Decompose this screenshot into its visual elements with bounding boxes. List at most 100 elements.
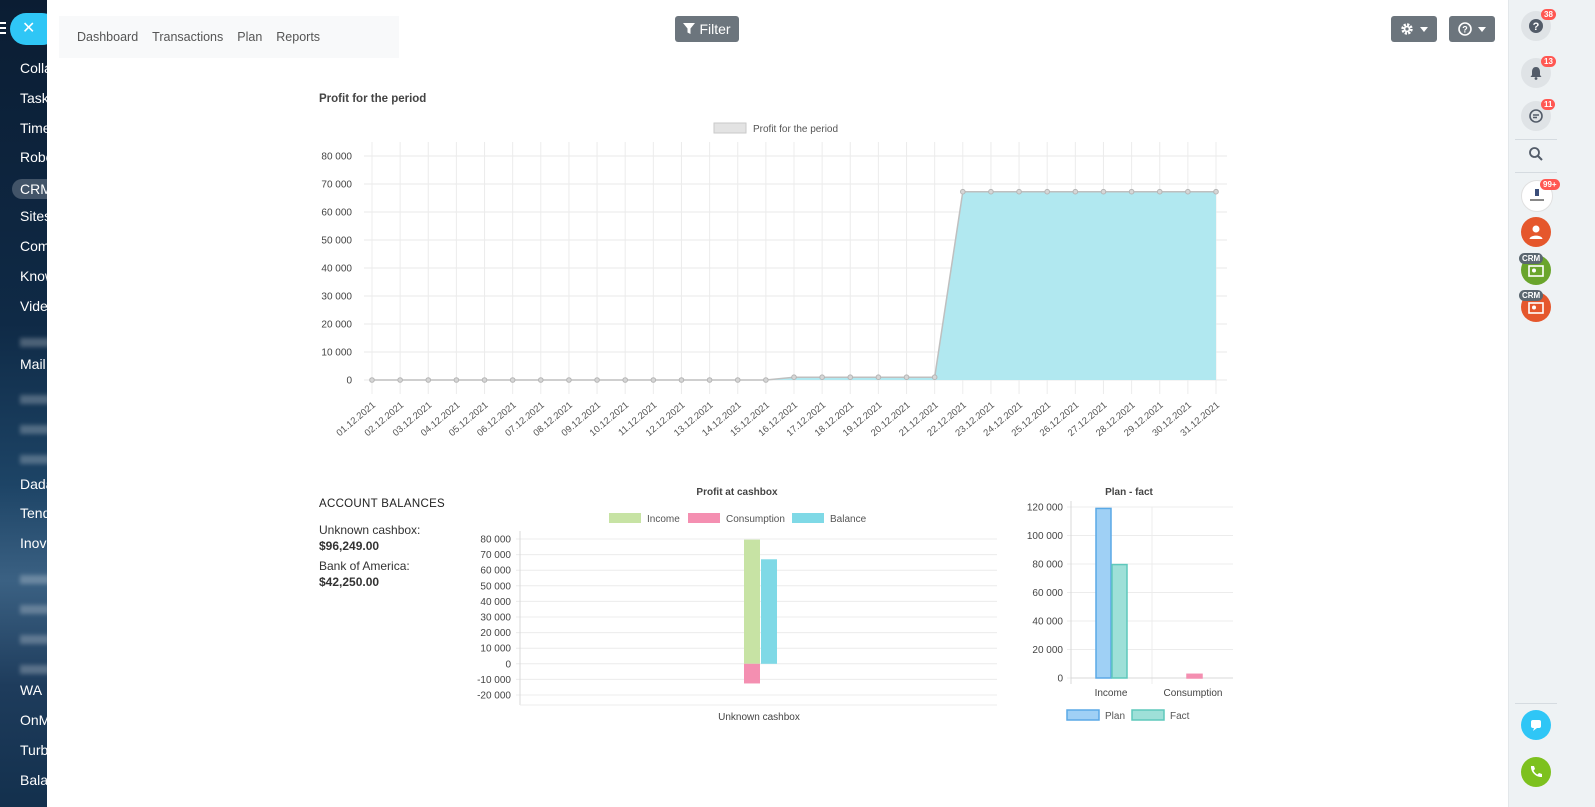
user-avatar[interactable] [1521,217,1551,247]
tab-plan[interactable]: Plan [237,30,263,44]
contact-card-icon [1528,302,1544,314]
x-tick-label: 14.12.2021 [700,400,743,439]
data-point [791,374,797,381]
x-tick-label: 04.12.2021 [419,400,462,439]
question-circle-icon: ? [1458,22,1472,36]
data-point [650,377,657,383]
y-tick-label: -10 000 [477,675,511,686]
sidebar-item[interactable]: Robo [20,149,47,165]
logo-icon [1530,189,1544,201]
x-tick-label: 27.12.2021 [1066,400,1109,439]
legend-swatch [1131,709,1165,721]
top-tabs: Dashboard Transactions Plan Reports [59,16,399,58]
sidebar-item[interactable]: Colla [20,60,47,76]
sidebar-item[interactable]: CRM [12,179,47,199]
sidebar-item[interactable]: Vide [20,298,47,314]
data-point [678,377,685,383]
profit-section-title: Profit for the period [319,93,427,105]
x-tick-label: 20.12.2021 [869,400,912,439]
x-tick-label: 03.12.2021 [391,400,434,439]
y-tick-label: 60 000 [321,208,352,219]
data-point [1072,188,1079,195]
filter-label: Filter [699,21,731,37]
data-point [538,377,544,383]
legend-swatch [1066,709,1100,721]
x-tick-label: 24.12.2021 [982,400,1025,439]
account-value: $96,249.00 [319,539,380,553]
sidebar-item[interactable]: Time [20,120,47,136]
sidebar-item[interactable]: Tend [20,505,47,521]
legend-swatch [792,513,824,523]
chats-button[interactable]: 11 [1521,99,1556,131]
y-tick-label: 10 000 [480,644,511,655]
bar-consumption [744,663,760,684]
sidebar-item[interactable]: WA [20,682,43,698]
sidebar-item[interactable]: Dada [20,476,47,492]
sidebar-item[interactable]: Turb [20,742,47,758]
area-fill [372,191,1216,380]
sidebar-item[interactable]: Sites [20,208,47,224]
chart-title: Profit at cashbox [696,487,778,498]
sidebar-item[interactable]: Com [20,238,47,254]
sidebar-item[interactable]: Bala [20,772,47,788]
tab-dashboard[interactable]: Dashboard [77,30,139,44]
phone-icon [1530,766,1542,778]
notifications-button[interactable]: 13 [1521,56,1556,88]
x-tick-label: 16.12.2021 [756,400,799,439]
open-lines-button[interactable] [1521,710,1551,740]
help-badge: 38 [1541,9,1556,20]
data-point [931,374,938,381]
bar-fact [1186,673,1203,679]
data-point [960,188,966,195]
x-tick-label: 28.12.2021 [1094,400,1137,439]
crm-company-button[interactable]: CRM [1519,290,1551,322]
x-tick-label: 15.12.2021 [728,400,771,439]
tab-reports[interactable]: Reports [276,30,321,44]
sidebar-item[interactable]: OnM [20,712,47,728]
y-tick-label: 0 [505,659,511,670]
close-menu-button[interactable]: ✕ [10,13,47,45]
data-point [903,374,910,381]
data-point [1156,188,1163,195]
x-tick-label: 31.12.2021 [1178,400,1221,439]
right-sidebar: ? 38 13 11 99+ CRM CRM [1508,0,1595,807]
data-point [425,377,432,383]
svg-text:?: ? [1462,25,1468,35]
data-point [1044,188,1051,195]
y-tick-label: 100 000 [1027,531,1064,542]
help-button[interactable]: ? [1449,16,1495,42]
svg-text:?: ? [1533,21,1540,33]
sidebar-item[interactable]: Inov [20,535,47,551]
filter-button[interactable]: Filter [675,16,739,42]
help-icon-button[interactable]: ? 38 [1521,9,1556,41]
avatar[interactable]: 99+ [1521,179,1560,212]
sidebar-item[interactable]: Task [20,90,47,106]
chats-badge: 11 [1541,99,1556,110]
x-tick-label: 08.12.2021 [531,400,574,439]
series-line [372,190,1216,381]
crm-contact-button[interactable]: CRM [1519,253,1551,285]
legend-label: Fact [1170,711,1190,722]
left-sidebar: ✕ Colla Task Time Robo CRM Sites Com Know Vide Ma… [0,0,47,807]
data-point [509,377,516,383]
data-point [1016,188,1022,195]
blurred-sidebar-item [20,665,47,674]
account-value: $42,250.00 [319,575,380,589]
x-tick-label: 10.12.2021 [588,400,631,439]
phone-button[interactable] [1521,757,1551,787]
sidebar-item[interactable]: Know [20,268,47,284]
y-tick-label: 50 000 [321,236,352,247]
search-icon [1529,147,1543,161]
chart-title: Plan - fact [1105,487,1153,498]
profit-area-chart: Profit for the period 0 10 000 20 000 30 000… [321,122,1233,723]
sidebar-item[interactable]: Mail [20,356,46,372]
settings-button[interactable] [1391,16,1437,42]
blurred-sidebar-item [20,338,47,347]
chevron-down-icon [1420,26,1428,32]
data-point [706,377,713,383]
data-point [819,374,825,381]
search-button[interactable] [1521,139,1551,169]
avatar-badge: 99+ [1540,179,1560,190]
menu-icon[interactable] [0,22,6,37]
tab-transactions[interactable]: Transactions [152,30,224,44]
